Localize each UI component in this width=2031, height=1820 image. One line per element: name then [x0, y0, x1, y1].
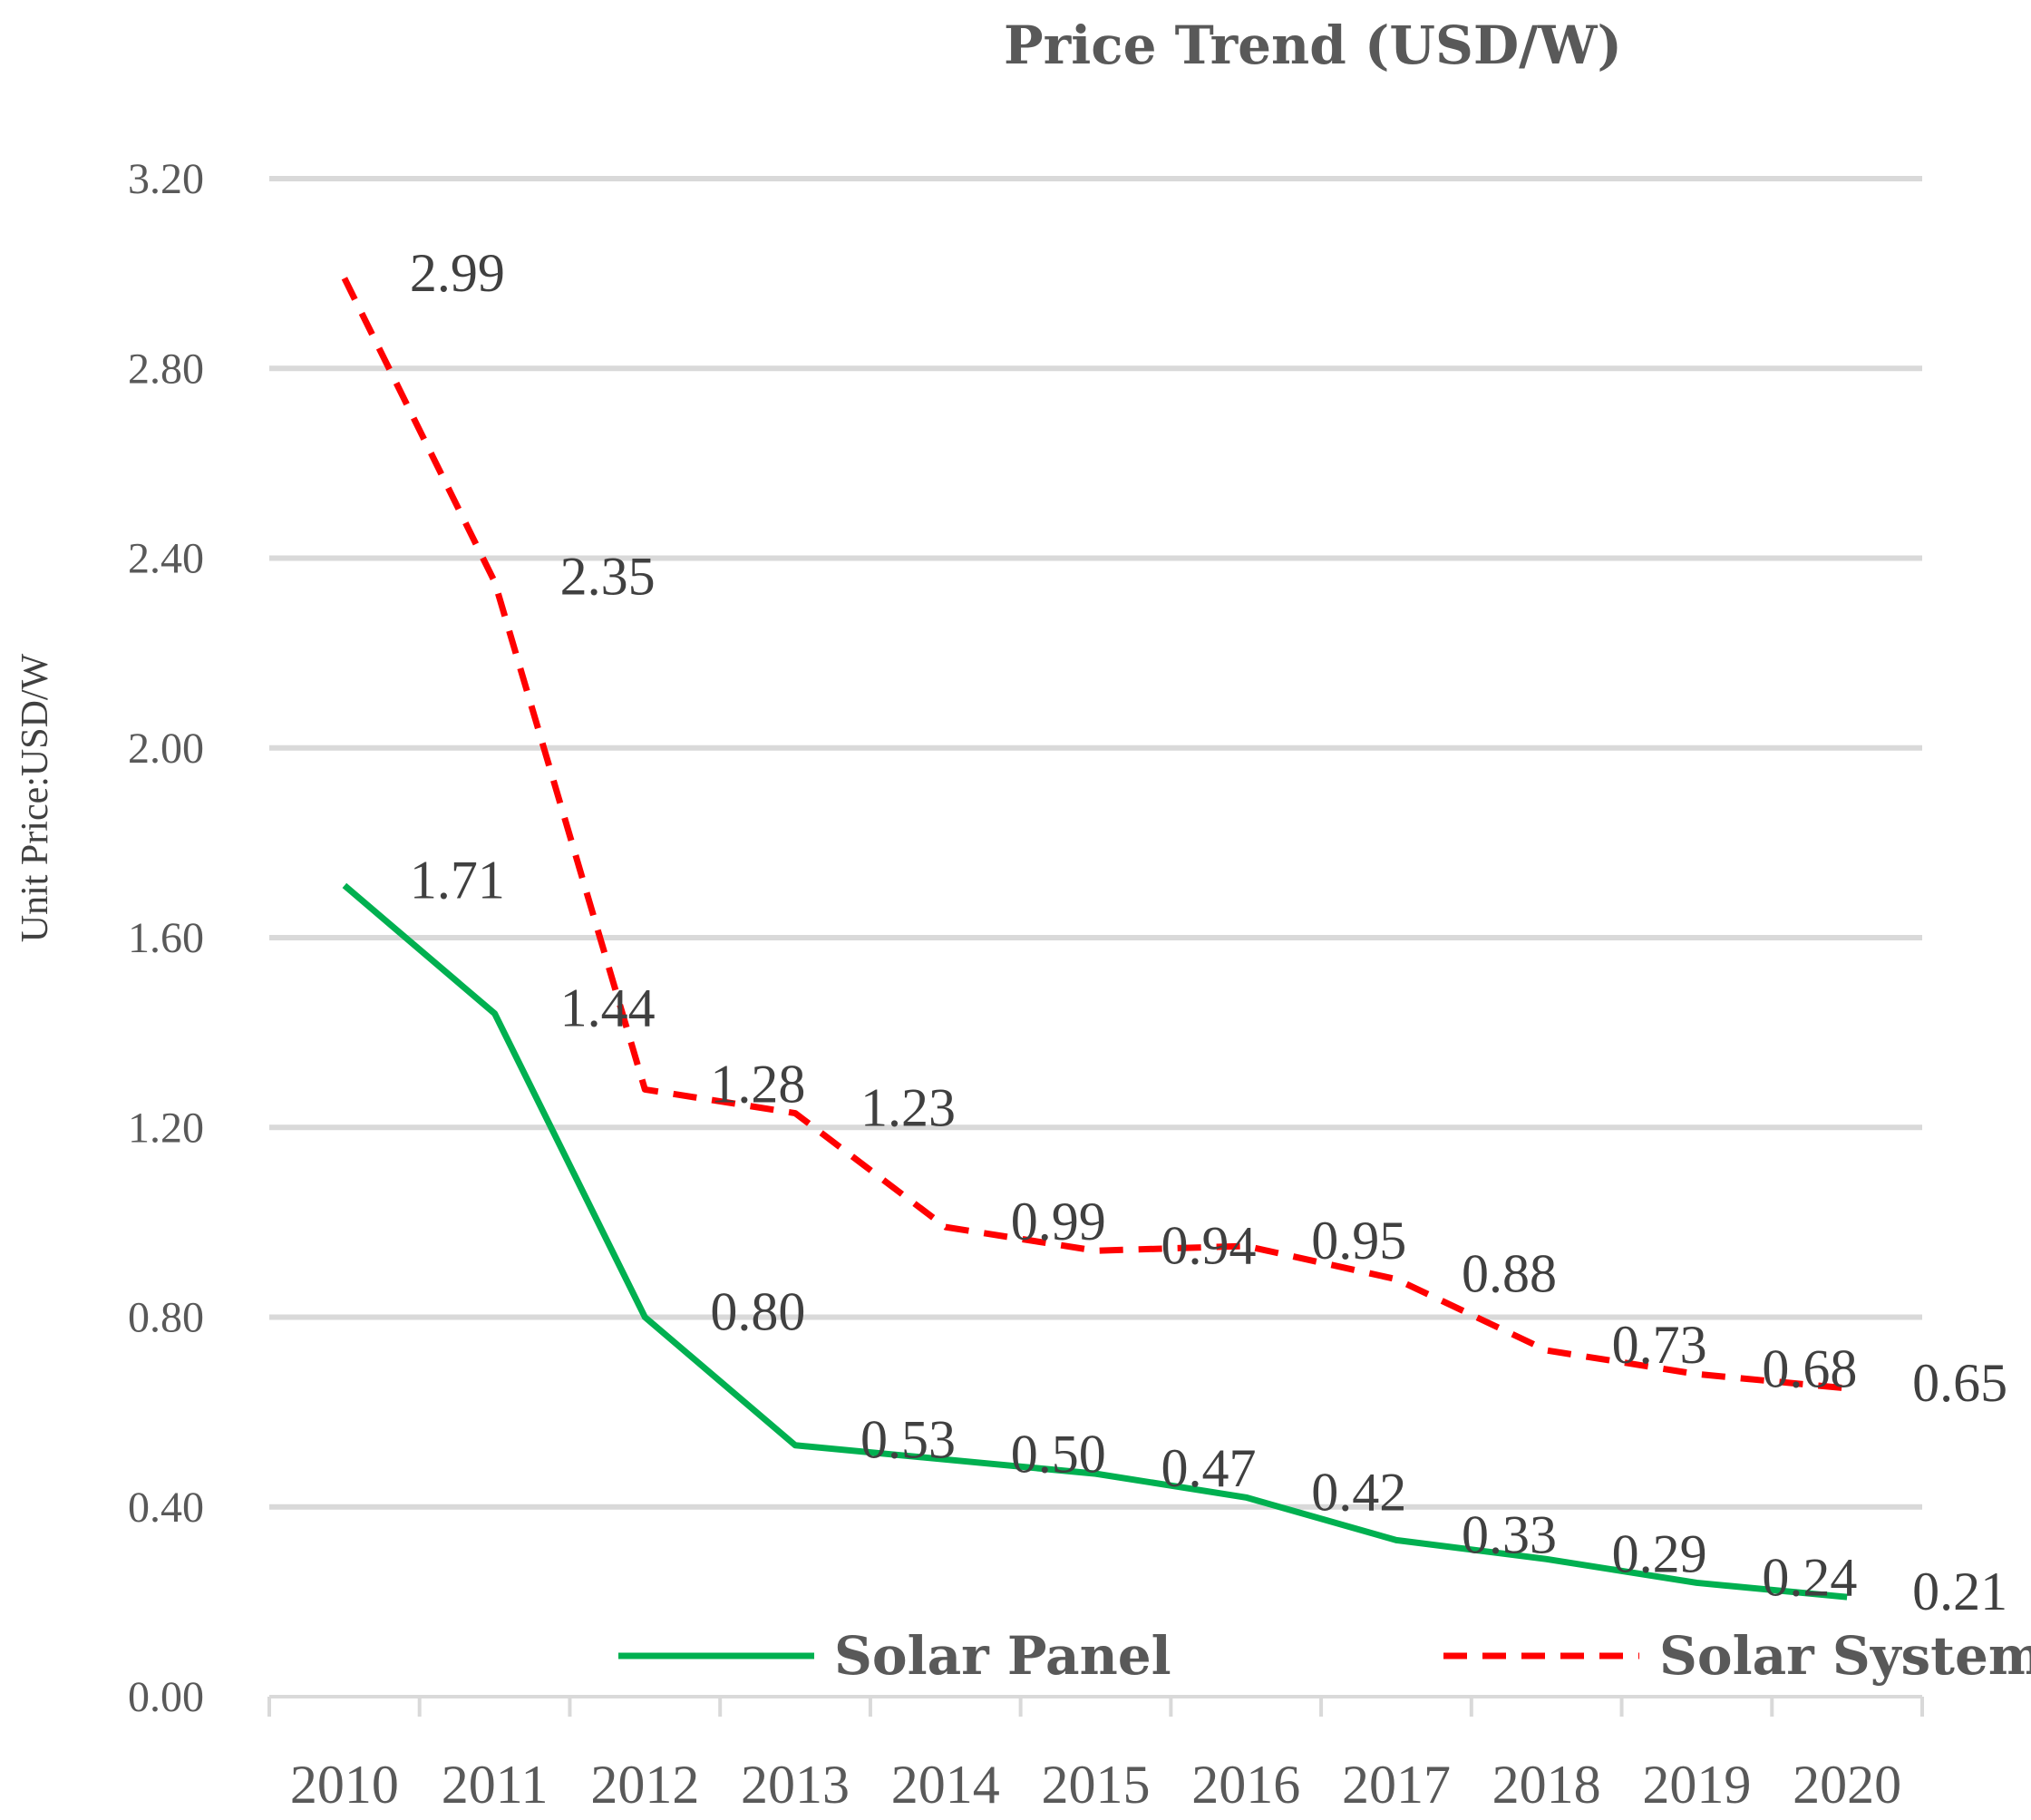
data-labels: 1.71 1.44 0.80 0.53 0.50 0.47 0.42 0.33 0.29 0.24…	[410, 243, 2007, 1621]
legend-label-solar-system: Solar System	[1659, 1625, 2031, 1687]
data-label-solar-panel: 0.29	[1612, 1523, 1707, 1583]
y-tick-label: 0.40	[128, 1484, 204, 1532]
y-tick-label: 2.80	[128, 345, 204, 393]
x-tick-label: 2011	[442, 1755, 549, 1815]
data-label-solar-panel: 1.44	[560, 978, 656, 1038]
x-axis: 2010 2011 2012 2013 2014 2015 2016 2017 2018 2019…	[267, 1695, 1924, 1815]
y-tick-label: 2.00	[128, 725, 204, 773]
data-label-solar-panel: 0.33	[1462, 1504, 1557, 1564]
data-label-solar-system: 0.88	[1462, 1244, 1557, 1304]
x-tick-label: 2020	[1793, 1755, 1901, 1815]
y-tick-label: 1.60	[128, 914, 204, 962]
data-label-solar-panel: 0.24	[1762, 1547, 1857, 1607]
legend-label-solar-panel: Solar Panel	[834, 1625, 1171, 1687]
x-tick-label: 2017	[1342, 1755, 1451, 1815]
y-tick-label: 1.20	[128, 1104, 204, 1152]
data-label-solar-panel: 1.71	[410, 850, 505, 910]
data-label-solar-panel: 0.47	[1161, 1438, 1257, 1498]
legend: Solar Panel Solar System	[618, 1625, 2031, 1687]
data-label-solar-panel: 0.50	[1011, 1424, 1106, 1484]
series-line-solar-panel	[342, 882, 1848, 1601]
x-tick-label: 2019	[1642, 1755, 1751, 1815]
data-label-solar-system: 1.28	[710, 1054, 805, 1114]
x-tick-label: 2013	[741, 1755, 850, 1815]
data-label-solar-system: 0.68	[1762, 1338, 1857, 1398]
data-label-solar-panel: 0.42	[1311, 1462, 1406, 1522]
y-axis-label: Unit Price:USD/W	[15, 653, 56, 942]
data-label-solar-system: 0.94	[1161, 1215, 1257, 1275]
x-tick-label: 2016	[1191, 1755, 1300, 1815]
gridlines	[269, 176, 1922, 1510]
data-label-solar-system: 0.73	[1612, 1315, 1707, 1375]
y-tick-label: 0.80	[128, 1294, 204, 1342]
x-tick-label: 2014	[891, 1755, 1000, 1815]
data-label-solar-panel: 0.21	[1912, 1562, 2007, 1621]
y-tick-label: 0.00	[128, 1673, 204, 1721]
y-tick-label: 2.40	[128, 535, 204, 583]
chart-title: Price Trend (USD/W)	[1004, 15, 1622, 76]
series-lines	[341, 277, 1848, 1601]
data-label-solar-system: 2.99	[410, 243, 505, 303]
data-label-solar-system: 1.23	[860, 1078, 956, 1138]
series-line-solar-system	[341, 277, 1848, 1392]
y-axis-ticks: 0.00 0.40 0.80 1.20 1.60 2.00 2.40 2.80 3.20	[128, 155, 204, 1721]
y-tick-label: 3.20	[128, 155, 204, 203]
data-label-solar-system: 0.95	[1311, 1211, 1406, 1270]
data-label-solar-panel: 0.53	[860, 1410, 956, 1470]
x-tick-label: 2018	[1492, 1755, 1601, 1815]
data-label-solar-panel: 0.80	[710, 1282, 805, 1342]
x-tick-label: 2012	[590, 1755, 699, 1815]
data-label-solar-system: 0.65	[1912, 1353, 2007, 1413]
data-label-solar-system: 0.99	[1011, 1192, 1106, 1251]
data-label-solar-system: 2.35	[560, 547, 656, 607]
x-tick-label: 2010	[290, 1755, 399, 1815]
x-tick-label: 2015	[1042, 1755, 1151, 1815]
